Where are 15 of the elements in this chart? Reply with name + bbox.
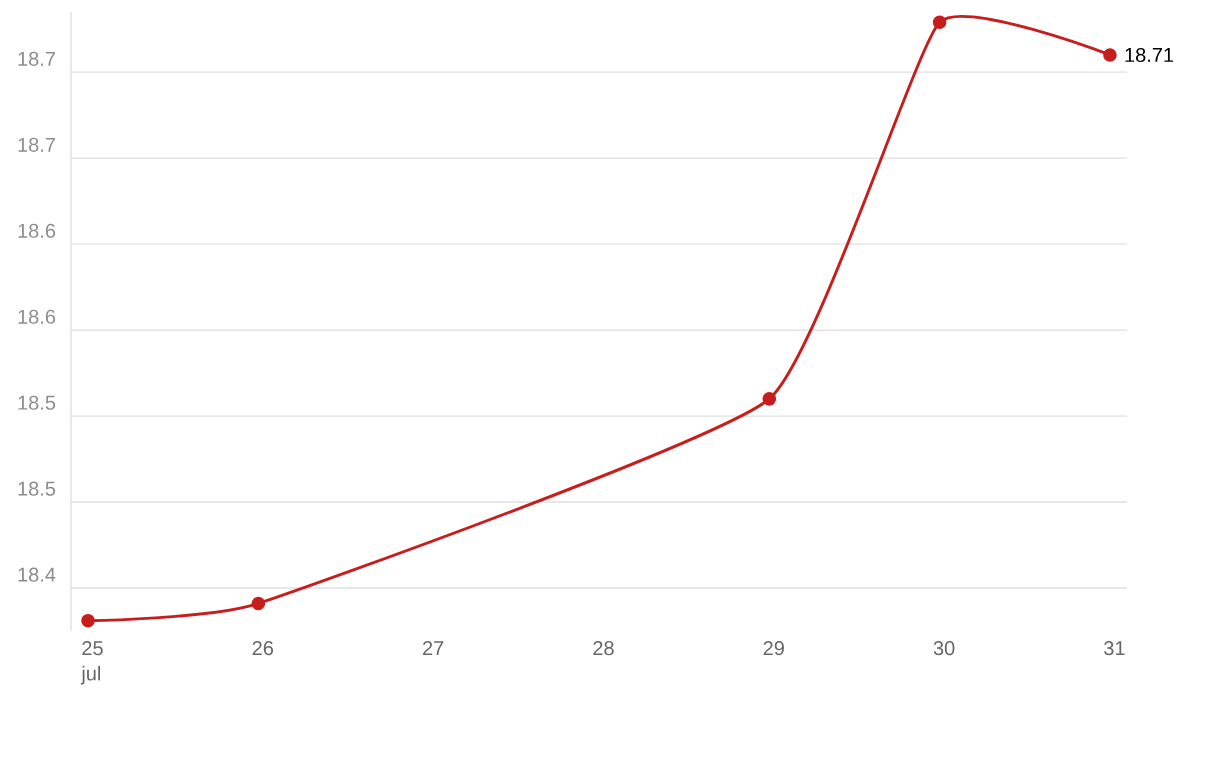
- data-label: 18.71: [1125, 47, 1174, 63]
- y-tick-label: 18.7: [18, 137, 55, 152]
- y-tick-label: 18.6: [18, 309, 56, 324]
- x-tick-label: 26: [252, 641, 274, 656]
- x-tick-label: 25 jul: [80, 641, 103, 685]
- x-tick-label: 27: [423, 641, 444, 656]
- y-tick-label: 18.5: [18, 395, 56, 410]
- y-tick-label: 18.5: [18, 481, 56, 496]
- y-tick-label: 18.4: [18, 567, 56, 582]
- x-tick-label: 28: [593, 641, 614, 656]
- y-tick-label: 18.6: [18, 223, 56, 238]
- x-tick-label: 31: [1104, 641, 1125, 656]
- y-tick-label: 18.7: [18, 51, 55, 66]
- x-tick-label: 29: [763, 641, 784, 656]
- x-tick-label: 30: [933, 641, 955, 656]
